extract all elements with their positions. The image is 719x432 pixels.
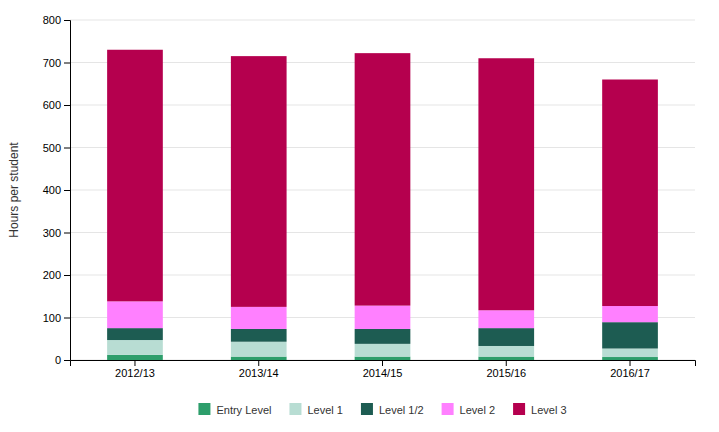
legend-item: Level 1/2 [361,403,424,416]
legend-swatch [513,403,525,415]
bar [478,310,534,328]
bar [602,306,658,322]
x-tick: 2016/17 [610,360,650,379]
bar [602,349,658,358]
x-tick-mark [258,360,259,366]
legend-label: Level 3 [531,404,566,416]
bar [478,357,534,360]
bar [231,56,287,307]
y-tick-mark [64,360,70,361]
x-axis: 2012/13 2013/14 2014/15 2015/16 2016/17 [71,360,696,379]
bar [231,307,287,329]
y-tick-label: 500 [43,142,61,154]
bar [355,53,411,305]
y-tick-mark [64,63,70,64]
x-tick: 2015/16 [486,360,526,379]
y-tick: 100 [43,312,70,324]
y-tick-label: 800 [43,14,61,26]
y-tick-label: 200 [43,269,61,281]
bar [231,329,287,342]
y-tick: 0 [55,354,70,366]
x-tick: 2013/14 [239,360,279,379]
bar [602,322,658,348]
y-axis-title: Hours per student [7,142,21,238]
x-tick-label: 2015/16 [486,367,526,379]
y-tick-mark [64,20,70,21]
bar [355,344,411,357]
bar [478,58,534,310]
legend-swatch [442,403,454,415]
legend-label: Level 2 [460,404,495,416]
y-tick-label: 600 [43,99,61,111]
bar [107,50,163,302]
y-tick-mark [64,275,70,276]
x-tick-label: 2016/17 [610,367,650,379]
legend-label: Entry Level [216,404,271,416]
y-tick-mark [64,148,70,149]
x-tick-mark [382,360,383,366]
y-tick: 200 [43,269,70,281]
legend: Entry Level Level 1 Level 1/2 Level 2 Level … [198,403,566,416]
legend-swatch [289,403,301,415]
chart: 2012/13 2013/14 2014/15 2015/16 2016/17 0 100 2… [0,0,719,432]
y-tick-label: 100 [43,312,61,324]
legend-item: Entry Level [198,403,271,416]
legend-item: Level 3 [513,403,566,416]
bar [107,301,163,328]
x-axis-line [71,361,696,367]
x-tick: 2012/13 [115,360,155,379]
bar [107,340,163,355]
bar [355,306,411,329]
legend-item: Level 1 [289,403,342,416]
bar [355,357,411,360]
bar [355,329,411,344]
x-tick-mark [630,360,631,366]
legend-item: Level 2 [442,403,495,416]
y-tick: 300 [43,227,70,239]
legend-label: Level 1 [307,404,342,416]
y-tick-label: 300 [43,227,61,239]
x-tick: 2014/15 [363,360,403,379]
y-tick-mark [64,233,70,234]
legend-swatch [361,403,373,415]
bar [231,342,287,357]
bar [107,328,163,340]
y-tick-label: 400 [43,184,61,196]
bar [478,328,534,346]
bar [231,357,287,360]
x-tick-label: 2013/14 [239,367,279,379]
y-tick-label: 700 [43,57,61,69]
y-tick-label: 0 [55,354,61,366]
bars [107,50,658,360]
y-axis: 0 100 200 300 400 500 600 700 800 [43,14,71,366]
bar [478,346,534,357]
grid-line [70,20,695,21]
bar [107,355,163,360]
x-tick-label: 2014/15 [363,367,403,379]
bar [602,80,658,307]
y-tick-mark [64,190,70,191]
x-tick-label: 2012/13 [115,367,155,379]
bar [602,357,658,360]
y-axis-line [64,21,71,361]
legend-swatch [198,403,210,415]
y-tick: 800 [43,14,70,26]
plot: 2012/13 2013/14 2014/15 2015/16 2016/17 0 100 2… [43,14,696,379]
y-tick-mark [64,318,70,319]
x-tick-mark [506,360,507,366]
grid [70,20,695,360]
y-tick: 700 [43,57,70,69]
y-tick-mark [64,105,70,106]
x-tick-mark [134,360,135,366]
y-tick: 500 [43,142,70,154]
series [107,50,658,311]
legend-label: Level 1/2 [379,404,424,416]
y-tick: 400 [43,184,70,196]
y-tick: 600 [43,99,70,111]
